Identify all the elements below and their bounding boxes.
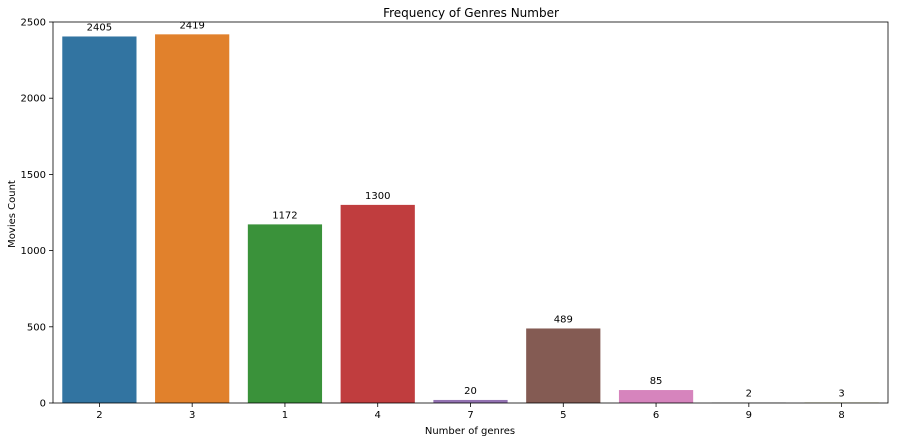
plot-frame [52,21,889,404]
bar-value-label: 20 [464,386,477,397]
bar-4 [340,204,415,403]
y-tick-label: 500 [27,322,46,333]
y-axis-title: Movies Count [7,180,18,248]
bar-1 [247,224,323,403]
bar-7 [433,399,508,403]
bar-value-label: 489 [554,314,573,325]
y-tick-label: 2500 [21,18,46,29]
bars-group [62,34,879,404]
bar-labels-group: 2405 2419 1172 1300 20 489 85 2 3 [87,20,845,399]
x-tick-label: 7 [467,410,473,421]
y-axis: 0 500 1000 1500 2000 2500 [21,18,53,410]
x-tick-label: 3 [189,410,195,421]
bar-2 [62,36,137,404]
y-tick-label: 1000 [21,246,46,257]
y-tick-label: 1500 [21,170,46,181]
bar-value-label: 2419 [179,20,204,31]
bar-value-label: 1172 [272,210,297,221]
x-axis: 2 3 1 4 7 5 6 9 8 [96,403,845,421]
chart-title: Frequency of Genres Number [383,6,559,20]
bar-6 [618,390,694,403]
x-tick-label: 5 [560,410,566,421]
x-tick-label: 6 [653,410,659,421]
x-tick-label: 8 [838,410,844,421]
bar-value-label: 2 [746,389,752,400]
bar-value-label: 2405 [87,22,112,33]
x-tick-label: 9 [746,410,752,421]
bar-value-label: 1300 [365,191,390,202]
x-tick-label: 1 [282,410,288,421]
x-tick-label: 2 [96,410,102,421]
y-tick-label: 0 [40,399,46,410]
bar-value-label: 3 [838,389,844,400]
x-axis-title: Number of genres [425,426,515,437]
bar-value-label: 85 [650,376,663,387]
bar-3 [155,34,230,404]
bar-5 [526,328,601,403]
x-tick-label: 4 [375,410,381,421]
y-tick-label: 2000 [21,94,46,105]
